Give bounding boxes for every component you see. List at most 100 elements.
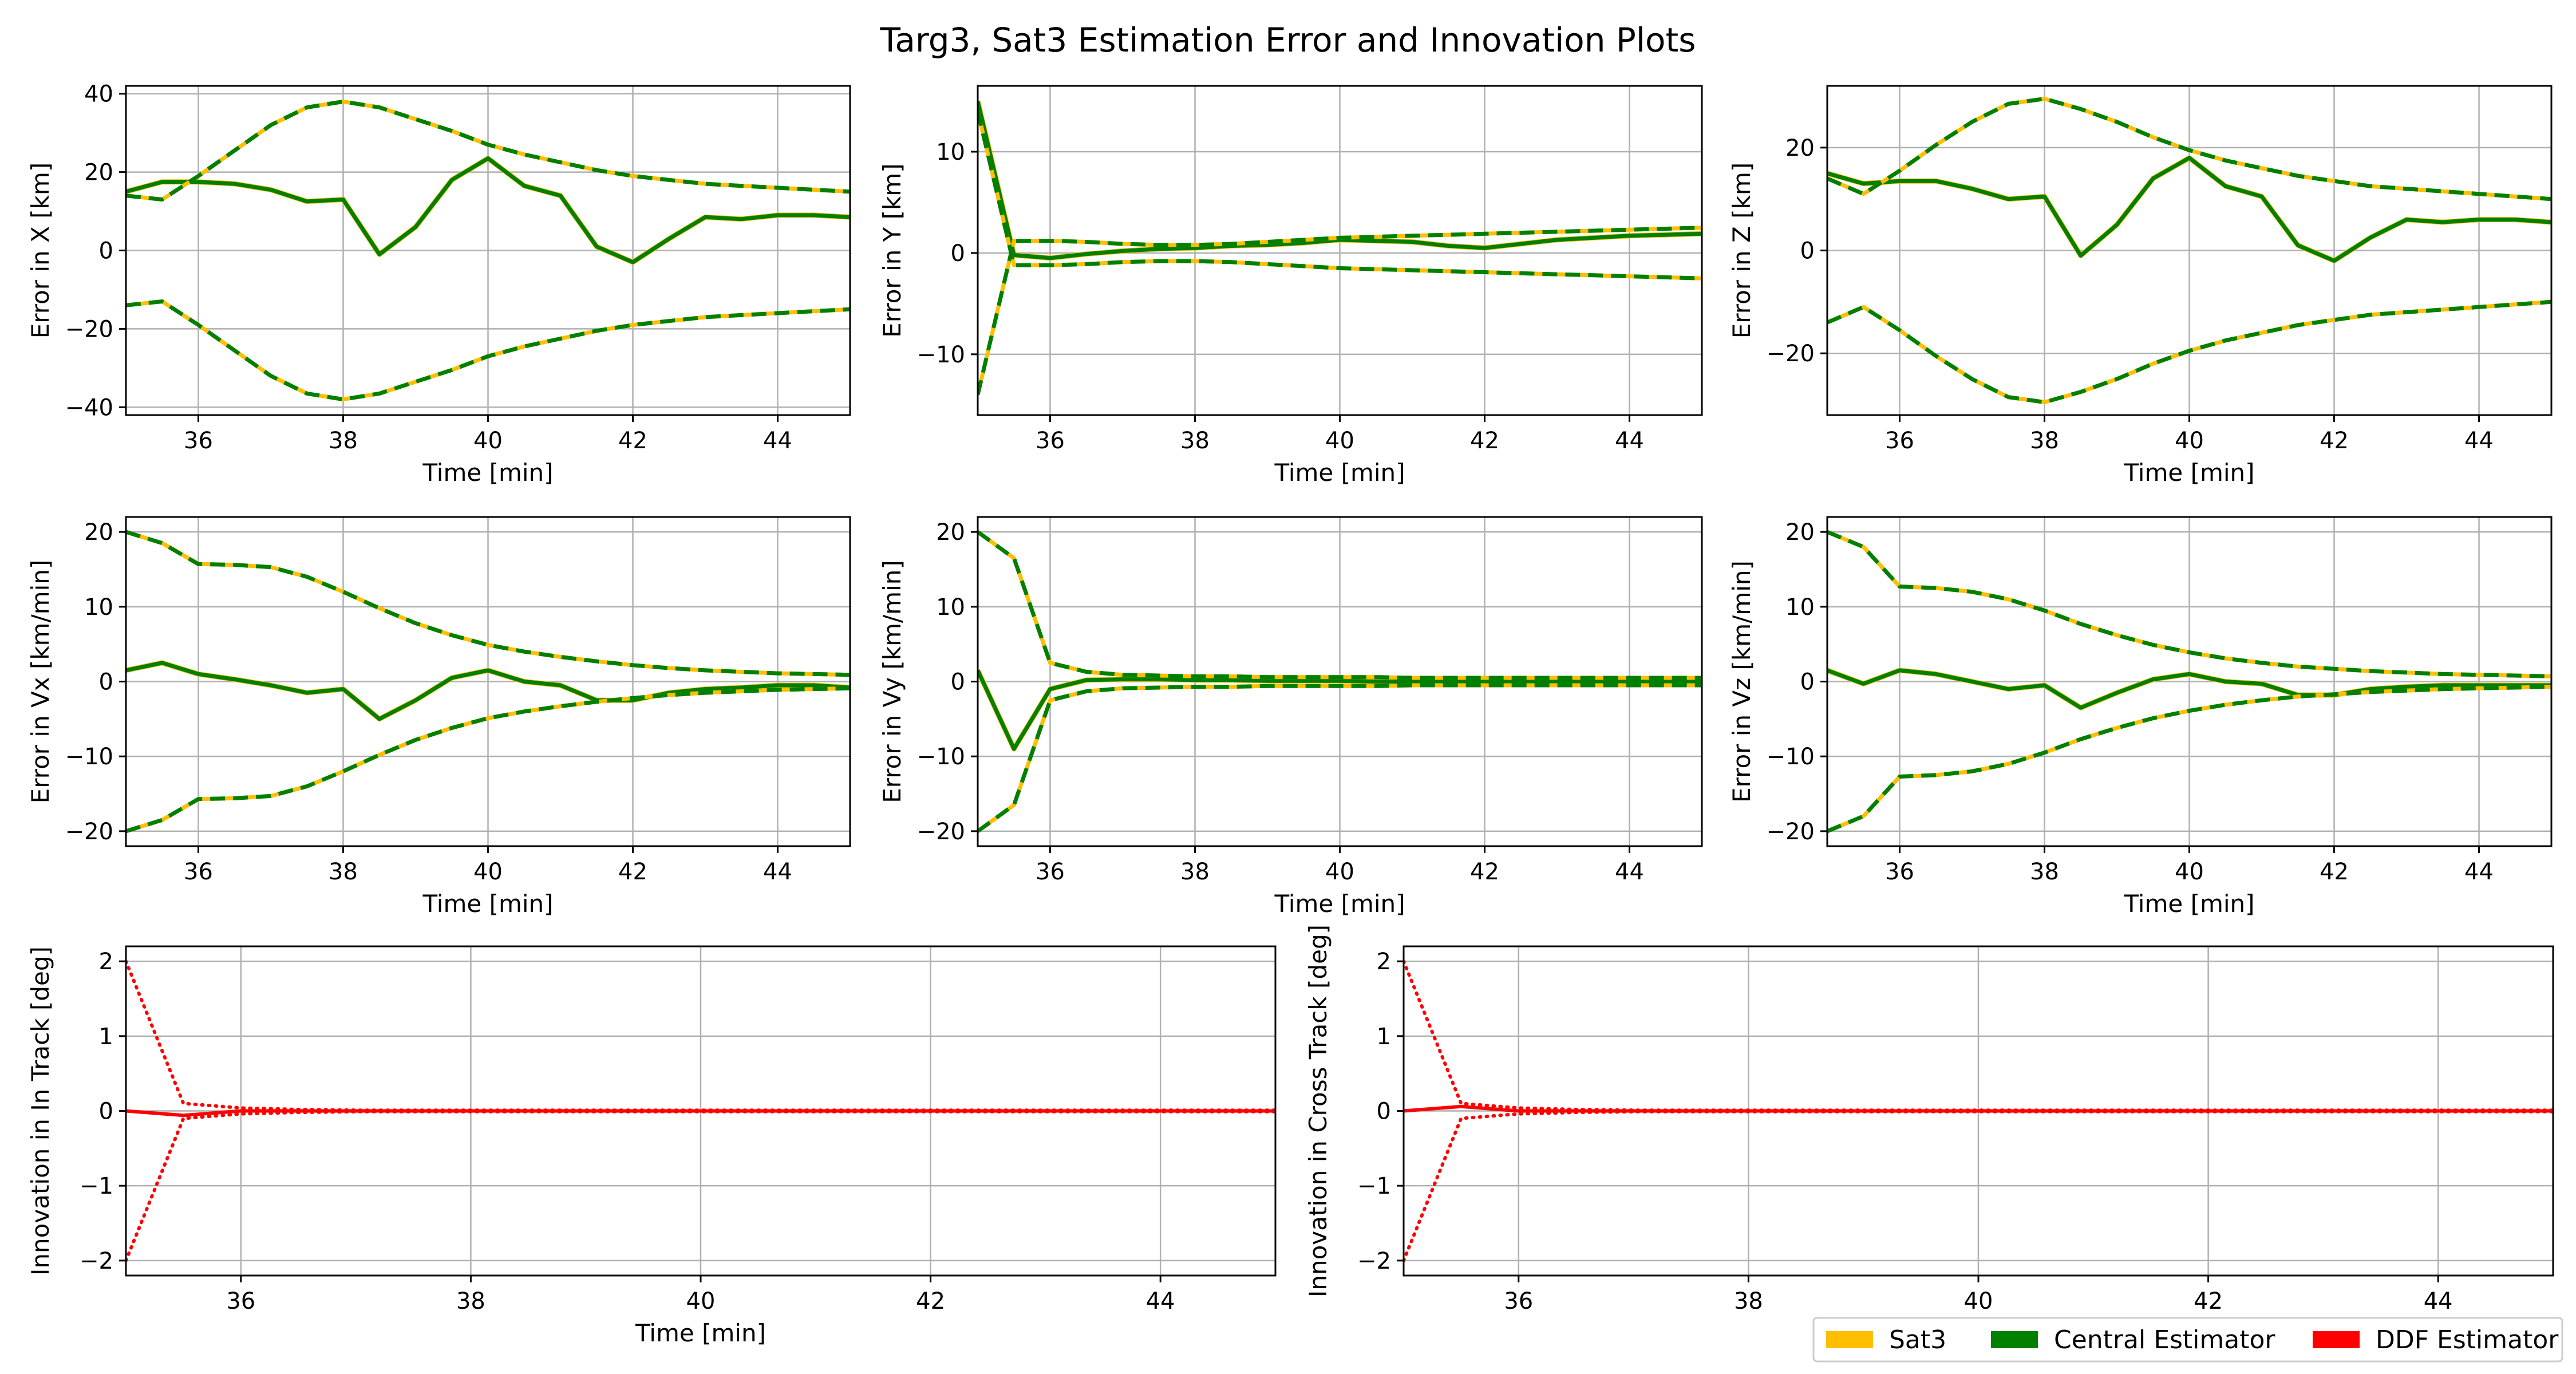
x-tick-label: 42 [916,1288,945,1314]
x-tick-label: 36 [1504,1288,1533,1314]
x-tick-label: 38 [1180,428,1210,454]
legend-swatch-sat3 [1826,1331,1873,1348]
y-tick-label: 20 [1785,135,1815,161]
y-axis-label: Error in Vy [km/min] [878,560,906,803]
y-tick-label: 10 [936,594,965,621]
x-tick-label: 36 [184,428,213,454]
y-tick-label: 20 [936,519,965,546]
y-tick-label: 1 [1377,1024,1391,1050]
y-tick-label: −20 [1767,819,1815,845]
legend-swatch-central-estimator [1991,1331,2038,1348]
y-tick-label: −2 [80,1248,113,1274]
figure-title: Targ3, Sat3 Estimation Error and Innovat… [880,21,1696,60]
x-tick-label: 36 [1885,428,1914,454]
x-tick-label: 42 [618,859,647,885]
x-tick-label: 44 [2464,859,2494,885]
y-tick-label: −1 [1357,1173,1391,1199]
legend-swatch-ddf-estimator [2313,1331,2360,1348]
legend-label-sat3: Sat3 [1889,1325,1946,1355]
y-tick-label: −20 [917,819,965,845]
x-tick-label: 44 [2424,1288,2453,1314]
y-tick-label: 1 [99,1024,113,1050]
x-tick-label: 44 [2464,428,2494,454]
y-tick-label: −40 [65,394,113,421]
x-tick-label: 42 [2194,1288,2223,1314]
x-axis-label: Time [min] [1274,459,1405,487]
y-tick-label: 2 [99,949,113,975]
x-tick-label: 40 [473,428,503,454]
x-tick-label: 40 [2175,859,2204,885]
x-tick-label: 44 [1615,428,1644,454]
x-tick-label: 38 [2030,428,2059,454]
y-tick-label: 2 [1377,949,1391,975]
y-tick-label: −1 [80,1173,113,1199]
x-axis-label: Time [min] [1274,890,1405,918]
x-tick-label: 36 [1885,859,1914,885]
y-axis-label: Error in Vx [km/min] [26,560,54,804]
y-axis-label: Error in Y [km] [878,163,906,337]
y-tick-label: −20 [65,316,113,342]
x-axis-label: Time [min] [2123,459,2254,487]
y-tick-label: 0 [1800,238,1815,264]
legend: Sat3 Central Estimator DDF Estimator [1814,1318,2562,1361]
y-tick-label: 0 [951,240,965,267]
legend-label-ddf-estimator: DDF Estimator [2376,1325,2559,1355]
x-tick-label: 44 [1615,859,1644,885]
y-tick-label: −2 [1357,1248,1391,1274]
y-tick-label: 20 [84,160,113,186]
x-tick-label: 40 [2175,428,2204,454]
x-tick-label: 40 [1325,859,1354,885]
x-tick-label: 36 [226,1288,255,1314]
x-tick-label: 40 [686,1288,716,1314]
x-axis-label: Time [min] [635,1319,766,1347]
y-tick-label: 20 [84,519,113,546]
x-axis-label: Time [min] [422,459,553,487]
x-axis-label: Time [min] [2123,890,2254,918]
y-axis-label: Error in Vz [km/min] [1728,560,1756,803]
y-tick-label: −20 [1767,341,1815,367]
y-tick-label: 0 [951,669,965,696]
x-tick-label: 38 [1734,1288,1763,1314]
x-tick-label: 38 [329,859,358,885]
x-tick-label: 36 [1036,859,1065,885]
y-tick-label: 0 [1800,669,1815,696]
x-tick-label: 42 [1470,428,1499,454]
y-tick-label: 40 [84,81,113,108]
x-tick-label: 38 [329,428,358,454]
x-tick-label: 38 [456,1288,485,1314]
y-tick-label: 0 [1377,1099,1391,1125]
y-axis-label: Error in X [km] [26,163,54,339]
x-tick-label: 44 [1146,1288,1175,1314]
x-tick-label: 38 [2030,859,2059,885]
x-tick-label: 44 [763,859,792,885]
y-tick-label: −10 [65,744,113,770]
y-tick-label: −10 [917,342,965,368]
x-tick-label: 38 [1180,859,1210,885]
y-tick-label: 10 [1785,594,1815,621]
x-tick-label: 36 [1036,428,1065,454]
x-tick-label: 36 [184,859,213,885]
x-tick-label: 40 [473,859,503,885]
y-tick-label: −10 [1767,744,1815,770]
y-tick-label: 10 [84,594,113,621]
y-axis-label: Innovation in Cross Track [deg] [1304,925,1332,1297]
x-tick-label: 40 [1964,1288,1993,1314]
x-tick-label: 42 [1470,859,1499,885]
x-tick-label: 42 [2320,428,2349,454]
y-tick-label: −20 [65,819,113,845]
y-tick-label: −10 [917,744,965,770]
y-tick-label: 20 [1785,519,1815,546]
x-tick-label: 40 [1325,428,1354,454]
x-tick-label: 42 [618,428,647,454]
x-tick-label: 42 [2320,859,2349,885]
y-axis-label: Error in Z [km] [1728,163,1756,339]
x-axis-label: Time [min] [422,890,553,918]
y-tick-label: 0 [99,669,113,696]
y-tick-label: 10 [936,139,965,165]
y-tick-label: 0 [99,1099,113,1125]
legend-label-central-estimator: Central Estimator [2054,1325,2275,1355]
y-tick-label: 0 [99,238,113,264]
x-tick-label: 44 [763,428,792,454]
y-axis-label: Innovation in In Track [deg] [26,946,54,1276]
